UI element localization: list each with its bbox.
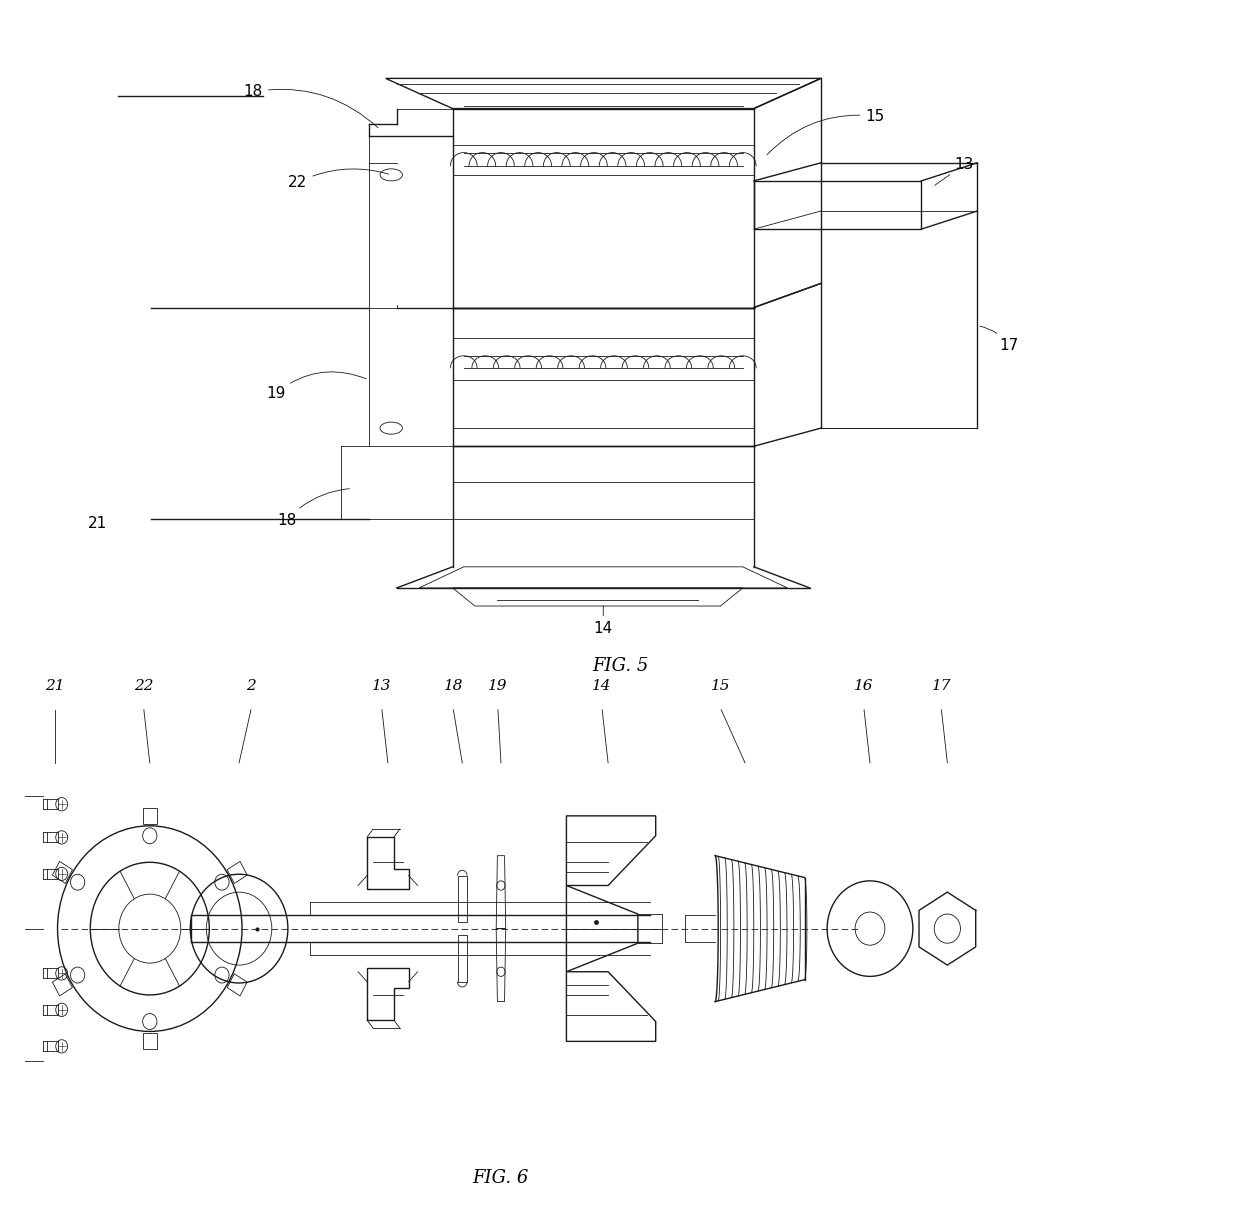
Text: 18: 18 <box>243 84 378 128</box>
Circle shape <box>215 874 229 890</box>
Circle shape <box>71 874 84 890</box>
Text: FIG. 5: FIG. 5 <box>591 657 649 675</box>
Circle shape <box>143 827 157 844</box>
Text: 13: 13 <box>935 157 975 186</box>
Text: 17: 17 <box>980 326 1019 352</box>
Text: 18: 18 <box>277 488 350 527</box>
Text: 14: 14 <box>594 605 613 636</box>
Circle shape <box>71 967 84 983</box>
Text: 22: 22 <box>134 679 154 693</box>
Text: 21: 21 <box>87 516 107 531</box>
Text: 19: 19 <box>265 371 366 400</box>
Text: 16: 16 <box>854 679 874 693</box>
Text: 17: 17 <box>931 679 951 693</box>
Circle shape <box>215 967 229 983</box>
Text: 19: 19 <box>489 679 507 693</box>
Text: 15: 15 <box>768 109 885 154</box>
Text: FIG. 6: FIG. 6 <box>472 1170 529 1187</box>
Text: 21: 21 <box>45 679 64 693</box>
Text: 22: 22 <box>288 169 388 189</box>
Text: 14: 14 <box>593 679 611 693</box>
Circle shape <box>143 1013 157 1030</box>
Text: 2: 2 <box>246 679 255 693</box>
Text: 15: 15 <box>712 679 730 693</box>
Text: 13: 13 <box>372 679 392 693</box>
Text: 18: 18 <box>444 679 463 693</box>
